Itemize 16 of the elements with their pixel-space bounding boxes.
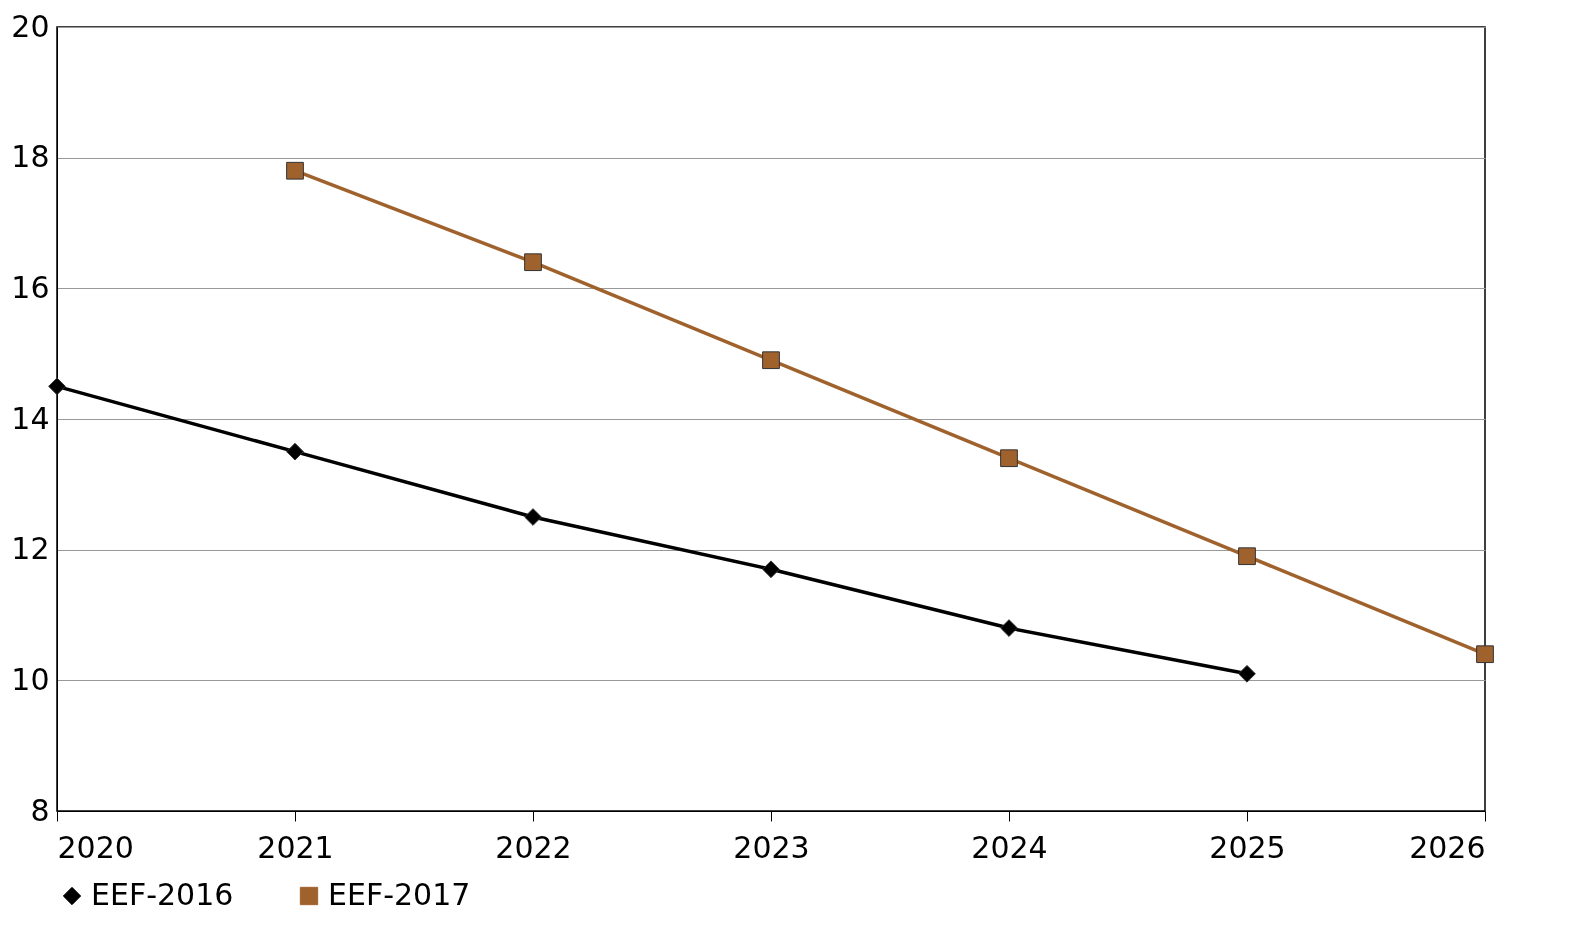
y-tick-label: 8 — [30, 792, 50, 828]
x-tick-label: 2023 — [733, 829, 810, 865]
x-tick-label: 2025 — [1209, 829, 1286, 865]
x-tick-label: 2020 — [57, 829, 134, 865]
legend-label: EEF-2017 — [328, 877, 471, 912]
x-tick-label: 2022 — [495, 829, 572, 865]
y-tick-label: 12 — [11, 531, 50, 567]
x-tick-label: 2024 — [971, 829, 1048, 865]
y-tick-label: 20 — [11, 8, 50, 44]
y-tick-label: 14 — [11, 400, 50, 436]
x-tick-label: 2026 — [1409, 829, 1486, 865]
y-tick-label: 10 — [11, 661, 50, 697]
y-tick-label: 16 — [11, 269, 50, 305]
legend-label: EEF-2016 — [91, 877, 234, 912]
x-tick-label: 2021 — [257, 829, 334, 865]
y-tick-label: 18 — [11, 139, 50, 175]
